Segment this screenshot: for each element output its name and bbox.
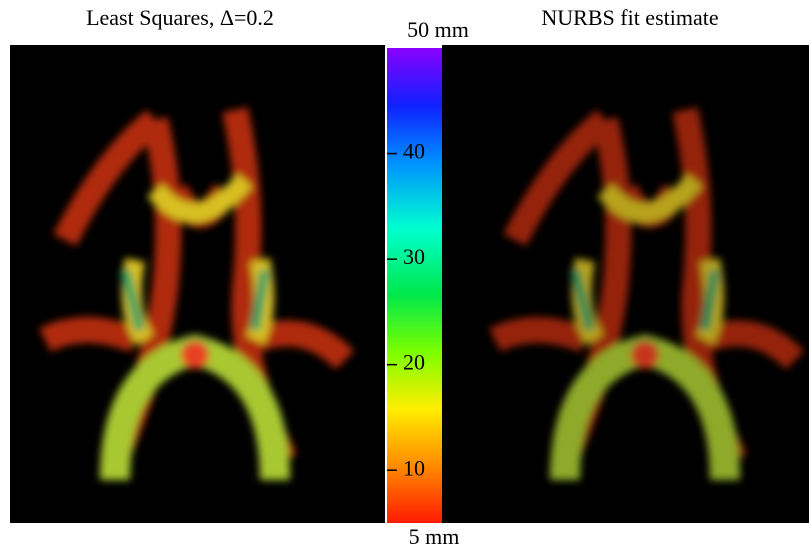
colorbar-tick-label: 20 (403, 350, 425, 375)
colorbar (387, 48, 442, 523)
colorbar-label: 50 mm (407, 17, 469, 42)
panel-title: Least Squares, Δ=0.2 (86, 5, 274, 30)
left-image (10, 45, 385, 523)
panel-title: NURBS fit estimate (541, 5, 718, 30)
figure: Least Squares, Δ=0.2 NURBS fit estimate … (0, 0, 809, 553)
colorbar-label: 5 mm (409, 524, 460, 549)
colorbar-tick-label: 40 (403, 139, 425, 164)
colorbar-tick-label: 10 (403, 455, 425, 480)
colorbar-tick-label: 30 (403, 244, 425, 269)
